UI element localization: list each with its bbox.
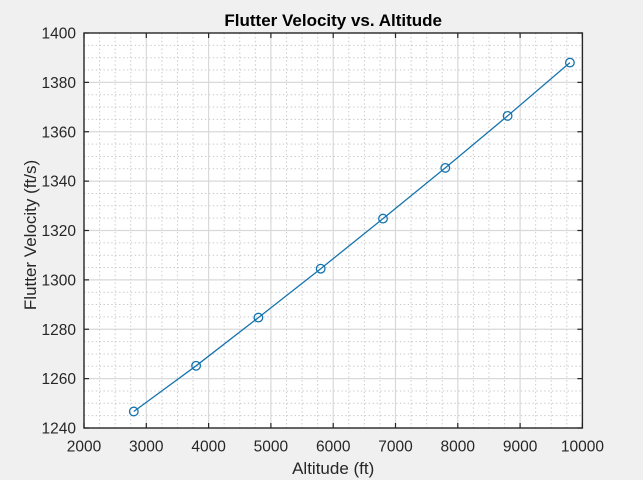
- svg-text:8000: 8000: [441, 439, 476, 456]
- svg-text:4000: 4000: [191, 439, 226, 456]
- svg-text:6000: 6000: [316, 439, 351, 456]
- svg-text:1340: 1340: [42, 174, 77, 191]
- svg-text:1400: 1400: [42, 26, 77, 43]
- svg-text:5000: 5000: [254, 439, 289, 456]
- svg-text:1260: 1260: [42, 371, 77, 388]
- svg-text:3000: 3000: [129, 439, 164, 456]
- svg-text:1360: 1360: [42, 124, 77, 141]
- svg-text:1280: 1280: [42, 322, 77, 339]
- svg-text:1240: 1240: [42, 421, 77, 438]
- svg-text:2000: 2000: [67, 439, 102, 456]
- svg-text:7000: 7000: [378, 439, 413, 456]
- svg-text:Flutter Velocity (ft/s): Flutter Velocity (ft/s): [21, 160, 40, 310]
- svg-text:10000: 10000: [561, 439, 604, 456]
- svg-text:1300: 1300: [42, 272, 77, 289]
- svg-text:1320: 1320: [42, 223, 77, 240]
- svg-text:9000: 9000: [503, 439, 538, 456]
- svg-text:Altitude (ft): Altitude (ft): [292, 459, 374, 478]
- svg-text:Flutter Velocity vs. Altitude: Flutter Velocity vs. Altitude: [224, 11, 442, 30]
- svg-text:1380: 1380: [42, 75, 77, 92]
